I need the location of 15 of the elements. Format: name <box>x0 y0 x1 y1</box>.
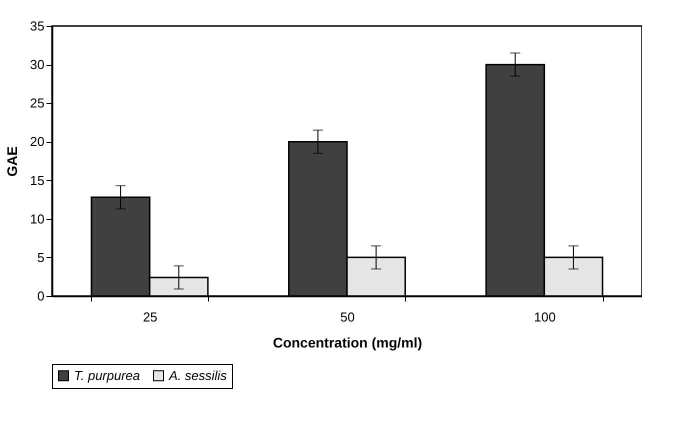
y-tick-label: 30 <box>30 57 44 72</box>
y-tick-label: 15 <box>30 172 44 188</box>
x-tick-label: 50 <box>340 310 355 324</box>
y-tick-label: 5 <box>37 250 44 265</box>
x-tick-label: 25 <box>142 310 158 324</box>
y-tick-label: 35 <box>30 18 44 34</box>
y-axis-title: GAE <box>4 146 20 177</box>
legend-label: T. purpurea <box>74 368 140 383</box>
y-tick-label: 25 <box>30 96 44 111</box>
x-tick-label: 100 <box>534 310 556 324</box>
y-tick-label: 10 <box>30 211 44 226</box>
y-tick-label: 20 <box>30 134 44 150</box>
x-axis-title: Concentration (mg/ml) <box>272 334 422 350</box>
y-tick-label: 0 <box>37 288 44 304</box>
legend-label: A. sessilis <box>168 368 228 383</box>
